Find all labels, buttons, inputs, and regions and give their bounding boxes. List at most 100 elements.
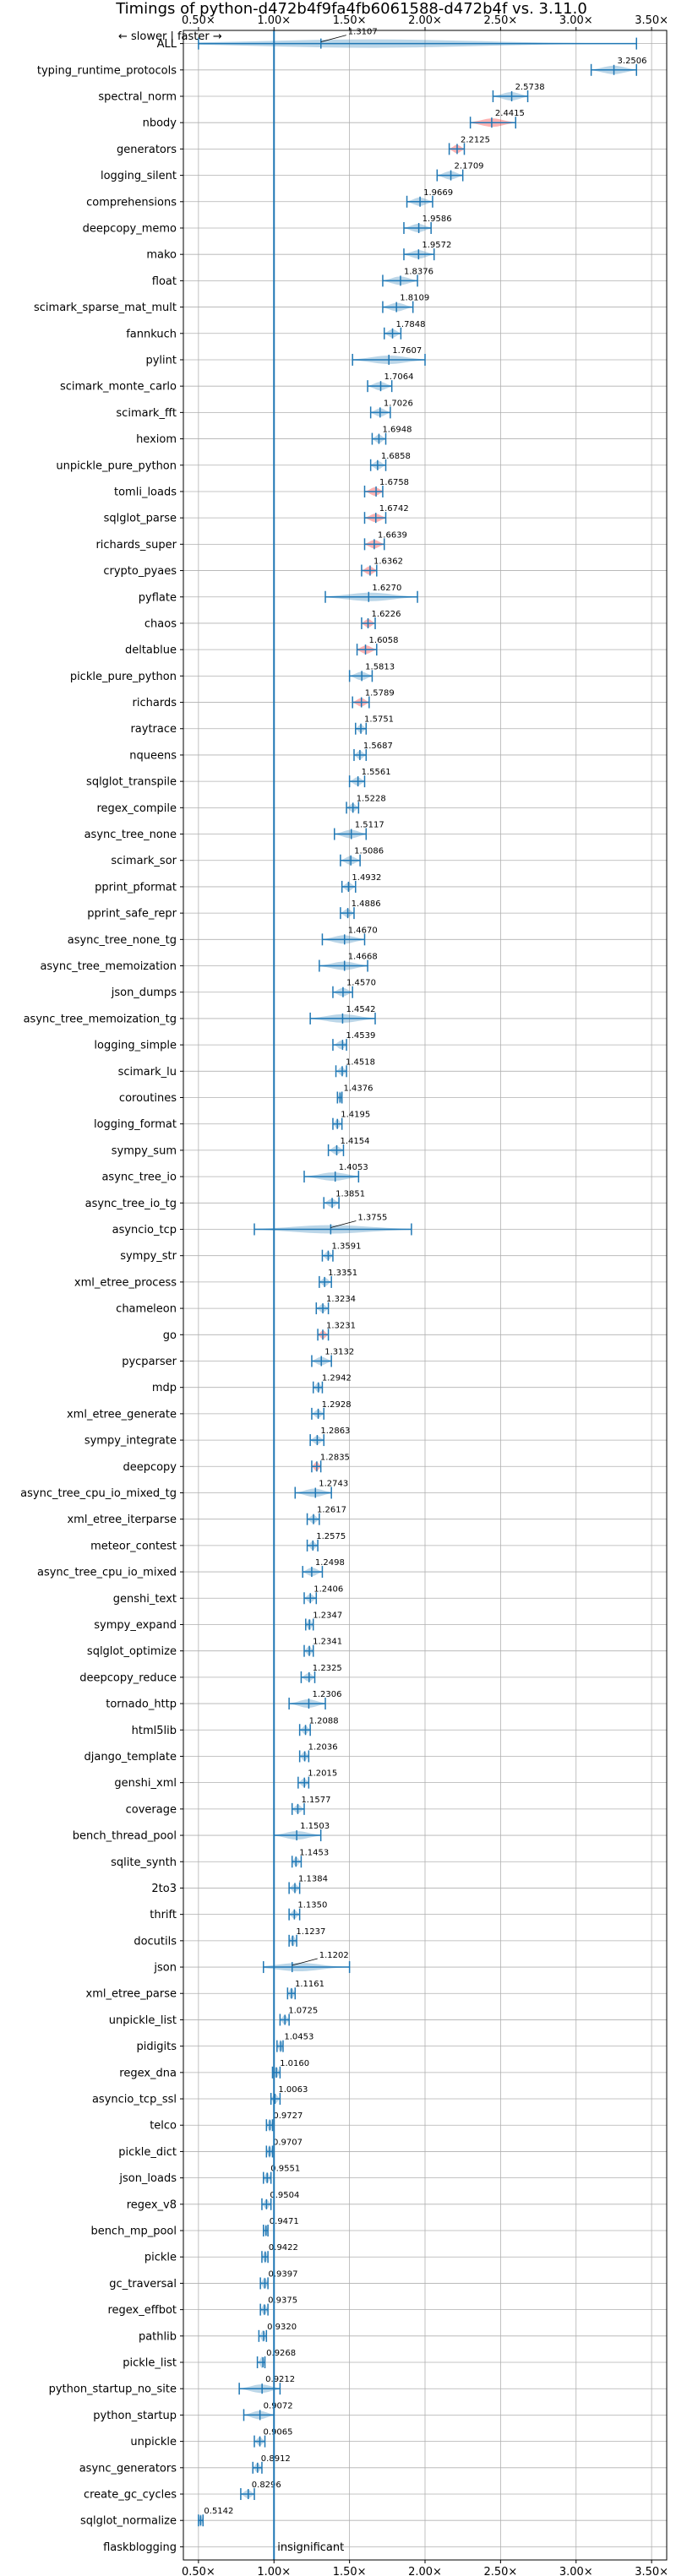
category-label: deepcopy_reduce: [79, 1671, 177, 1684]
category-label: bench_thread_pool: [73, 1830, 177, 1843]
value-label: 1.5687: [363, 742, 393, 751]
value-label: 1.1237: [296, 1927, 325, 1937]
category-label: regex_compile: [96, 802, 177, 815]
category-label: nqueens: [129, 749, 177, 762]
category-label: hexiom: [136, 433, 177, 446]
value-label: 1.5813: [365, 662, 395, 671]
value-label: 2.4415: [495, 109, 525, 118]
x-tick-label-bottom: 2.00×: [408, 2566, 442, 2576]
value-label-leader: [320, 35, 346, 42]
x-tick-label-bottom: 0.50×: [182, 2566, 215, 2576]
category-label: sympy_expand: [94, 1619, 177, 1632]
value-label: 3.2506: [618, 57, 647, 66]
value-label: 0.8296: [252, 2481, 281, 2490]
x-tick-label-top: 2.50×: [483, 14, 517, 27]
category-label: thrift: [150, 1909, 177, 1921]
category-label: deepcopy_memo: [83, 222, 177, 235]
value-label: 1.2306: [312, 1690, 341, 1699]
value-label: 1.6639: [378, 530, 407, 540]
value-label: 0.9707: [273, 2138, 303, 2147]
direction-note: ← slower | faster →: [118, 30, 222, 43]
category-label: async_tree_memoization_tg: [24, 1013, 177, 1025]
category-label: regex_v8: [127, 2198, 177, 2211]
category-label: asyncio_tcp: [112, 1224, 177, 1236]
value-label: 1.2347: [313, 1611, 342, 1620]
category-label: async_tree_none_tg: [68, 934, 177, 947]
category-label: asyncio_tcp_ssl: [92, 2094, 177, 2106]
x-tick-label-top: 3.00×: [559, 14, 593, 27]
category-label: sqlglot_optimize: [87, 1645, 177, 1658]
category-label: create_gc_cycles: [84, 2489, 177, 2502]
value-label: 0.9072: [264, 2401, 293, 2410]
category-label: sympy_integrate: [84, 1435, 177, 1448]
category-label: meteor_contest: [90, 1540, 177, 1552]
category-label: chaos: [144, 617, 177, 630]
category-label: deepcopy: [123, 1461, 177, 1474]
value-label: 1.0160: [280, 2059, 309, 2068]
value-label: 1.9572: [422, 241, 451, 250]
category-label: scimark_lu: [118, 1066, 177, 1079]
category-label: go: [163, 1329, 177, 1342]
value-label: 1.4886: [352, 899, 381, 909]
value-label: 1.5751: [364, 715, 394, 725]
value-label: 1.3231: [326, 1321, 356, 1330]
x-tick-label-bottom: 1.50×: [333, 2566, 367, 2576]
category-label: python_startup_no_site: [49, 2383, 177, 2396]
category-label: pickle_dict: [118, 2146, 177, 2159]
category-label: float: [152, 275, 177, 288]
value-label: 1.2863: [320, 1427, 350, 1436]
value-label: 1.0453: [284, 2033, 313, 2042]
violin-marks: 1.3107 3.2506 2.5738 2.4415 2.2125 2.1709 1.96…: [198, 28, 647, 2554]
category-label: spectral_norm: [98, 90, 177, 103]
value-label: 0.9551: [270, 2165, 300, 2174]
value-label-insignificant: insignificant: [277, 2541, 344, 2554]
value-label: 1.3351: [328, 1269, 357, 1278]
value-label: 1.1577: [301, 1796, 330, 1805]
value-label: 2.5738: [515, 83, 545, 92]
x-axis-bottom: 0.50× 1.00× 1.50× 2.00× 2.50× 3.00× 3.50×: [182, 2560, 668, 2576]
value-label: 1.1202: [319, 1951, 349, 1960]
value-label: 1.2325: [313, 1664, 342, 1673]
category-label: nbody: [143, 117, 177, 130]
value-label: 1.4053: [339, 1163, 368, 1172]
value-label: 1.4195: [341, 1111, 370, 1120]
category-label: scimark_fft: [116, 407, 177, 420]
category-label: pyflate: [139, 591, 177, 604]
category-labels: ALL typing_runtime_protocols spectral_norm…: [20, 38, 177, 2554]
category-label: flaskblogging: [103, 2541, 177, 2554]
x-tick-label-top: 0.50×: [182, 14, 215, 27]
category-label: json_loads: [118, 2172, 177, 2185]
value-label: 0.9320: [267, 2323, 297, 2332]
plot-frame: [183, 30, 668, 2561]
category-label: sympy_str: [120, 1250, 177, 1263]
category-label: django_template: [84, 1751, 177, 1764]
value-label: 1.2406: [313, 1584, 343, 1594]
value-label: 1.7026: [384, 399, 413, 408]
category-label: deltablue: [125, 644, 177, 657]
category-label: scimark_monte_carlo: [60, 381, 177, 394]
value-label-leader: [292, 1958, 318, 1966]
category-label: pprint_pformat: [95, 881, 177, 894]
category-label: unpickle_pure_python: [56, 459, 177, 472]
category-label: tomli_loads: [114, 486, 177, 498]
value-label: 1.6270: [372, 584, 401, 593]
value-label: 2.2125: [461, 135, 490, 144]
value-label: 1.7064: [384, 372, 414, 382]
value-label: 1.6858: [381, 452, 411, 461]
category-label: bench_mp_pool: [90, 2225, 177, 2238]
value-label: 0.9065: [264, 2428, 293, 2437]
value-label: 1.5228: [357, 794, 386, 803]
value-label: 1.4570: [346, 979, 376, 988]
category-label: xml_etree_parse: [86, 1988, 177, 2001]
category-label: regex_dna: [119, 2067, 177, 2079]
x-tick-label-top: 1.50×: [333, 14, 367, 27]
value-label: 1.4518: [346, 1057, 375, 1067]
category-label: sqlglot_parse: [104, 513, 177, 525]
x-tick-label-bottom: 1.00×: [257, 2566, 291, 2576]
x-tick-label-bottom: 3.00×: [559, 2566, 593, 2576]
category-label: mako: [146, 249, 177, 262]
value-label: 1.2743: [319, 1479, 348, 1488]
value-label: 1.4670: [348, 926, 378, 935]
value-label: 0.9422: [269, 2243, 298, 2253]
value-label: 1.6226: [372, 610, 401, 619]
